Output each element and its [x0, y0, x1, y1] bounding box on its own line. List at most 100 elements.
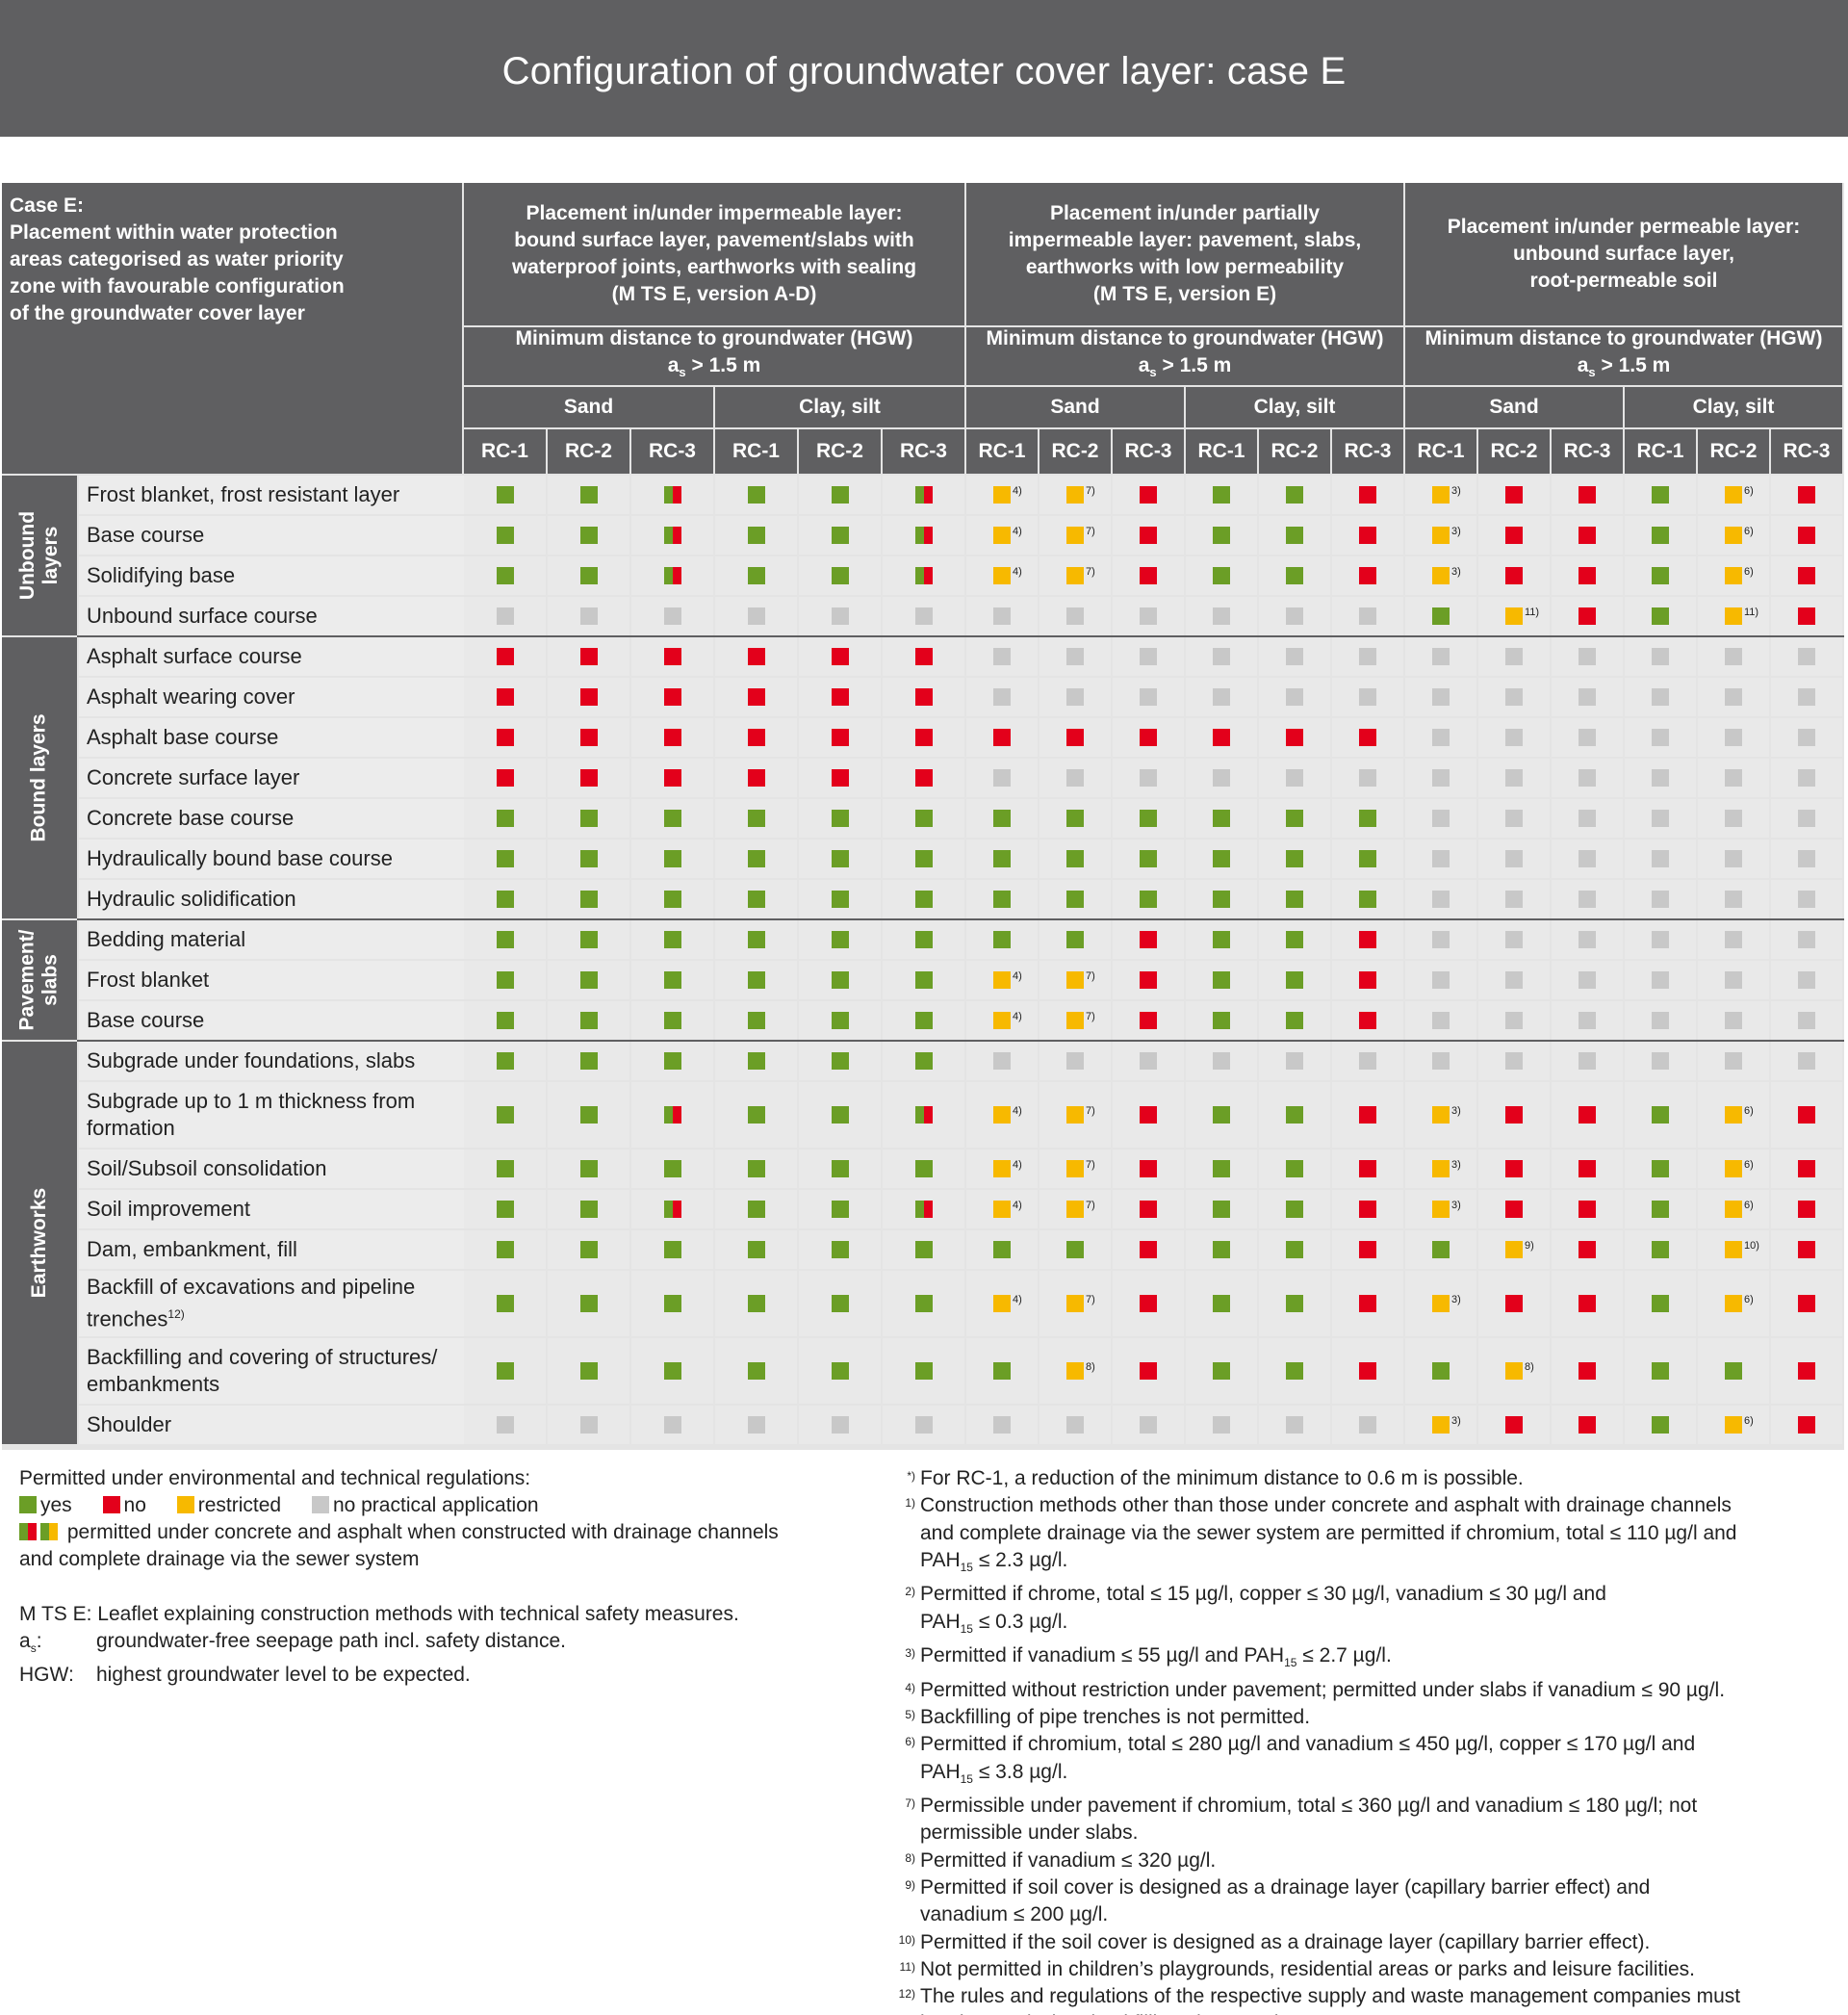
- status-square-icon: [1798, 729, 1815, 746]
- footnote-text-part: Permitted if the soil cover is designed …: [920, 1930, 1651, 1953]
- matrix-cell: [1698, 920, 1769, 959]
- matrix-cell: [966, 799, 1038, 838]
- legend-combo-label-2: and complete drainage via the sewer syst…: [19, 1548, 420, 1570]
- status-square-icon: [663, 1295, 681, 1312]
- footnote-text-part: ≤ 2.7 µg/l.: [1296, 1644, 1392, 1667]
- status-square-icon: [1652, 1241, 1669, 1258]
- matrix-cell: [1259, 799, 1330, 838]
- row-label: Base course: [79, 1001, 464, 1040]
- cell-footnote: 7): [1086, 969, 1095, 982]
- row-label-line: Backfilling and covering of structures/: [87, 1345, 438, 1369]
- matrix-cell: [1259, 759, 1330, 797]
- status-square-icon: [1725, 1416, 1742, 1434]
- matrix-cell: [1625, 678, 1696, 716]
- status-square-icon: [1505, 1106, 1523, 1124]
- matrix-cell: 7): [1040, 556, 1111, 595]
- matrix-cell: [1698, 840, 1769, 878]
- footnote-subscript: 15: [1284, 1656, 1297, 1670]
- matrix-cell: [1552, 799, 1623, 838]
- as-sub: s: [1149, 365, 1157, 380]
- status-square-icon: [831, 688, 849, 706]
- matrix-cell: [1332, 597, 1403, 635]
- matrix-cell: 7): [1040, 516, 1111, 555]
- footnote-marker: *): [907, 1469, 915, 1483]
- matrix-cell: [715, 1042, 797, 1080]
- matrix-cell: 6): [1698, 516, 1769, 555]
- abbr-hgw-value: highest groundwater level to be expected…: [96, 1664, 471, 1687]
- matrix-cell: [631, 840, 713, 878]
- matrix-cell: 6): [1698, 1082, 1769, 1148]
- matrix-cell: [1259, 516, 1330, 555]
- status-square-icon: [914, 931, 933, 948]
- status-square-icon: [1359, 486, 1376, 504]
- footnote: PAH15 ≤ 0.3 µg/l.: [895, 1609, 1819, 1642]
- matrix-cell: [1040, 799, 1111, 838]
- matrix-cell: [1332, 1150, 1403, 1188]
- status-square-icon: [496, 891, 514, 908]
- status-square-icon: [831, 1052, 849, 1070]
- matrix-cell: [1259, 1406, 1330, 1444]
- matrix-cell: [464, 1230, 546, 1269]
- group-header-line: Placement in/under permeable layer:: [1447, 216, 1801, 238]
- row-label: Subgrade up to 1 m thickness from formati…: [79, 1082, 464, 1148]
- row-label: Dam, embankment, fill: [79, 1230, 464, 1269]
- rc-header: RC-2: [1698, 429, 1769, 474]
- footnote: vanadium ≤ 200 µg/l.: [895, 1901, 1819, 1928]
- status-square-icon: [496, 1416, 514, 1434]
- cell-footnote: 4): [1013, 1010, 1022, 1022]
- abbr-mts: M TS E: Leaflet explaining construction …: [19, 1603, 739, 1625]
- status-square-icon: [1725, 1362, 1742, 1380]
- status-square-icon: [579, 1295, 598, 1312]
- status-square-icon: [1140, 729, 1157, 746]
- status-square-icon: [831, 607, 849, 625]
- rc-header: RC-3: [1113, 429, 1184, 474]
- footnote-text-part: Permitted without restriction under pave…: [920, 1678, 1726, 1701]
- status-square-icon: [1798, 1241, 1815, 1258]
- matrix-cell: [715, 637, 797, 676]
- group-header-line: bound surface layer, pavement/slabs with: [514, 229, 914, 251]
- matrix-cell: [1478, 1271, 1550, 1336]
- legend-no-label: no: [123, 1494, 146, 1516]
- footnote-text-part: Construction methods other than those un…: [920, 1494, 1732, 1517]
- matrix-cell: [631, 1190, 713, 1228]
- footnote-marker: [895, 1609, 920, 1642]
- matrix-cell: [1332, 637, 1403, 676]
- legend-restricted: restricted: [176, 1494, 281, 1516]
- as-threshold: as > 1.5 m: [1425, 352, 1823, 386]
- status-square-icon: [1213, 1295, 1230, 1312]
- footnote-text-part: Not permitted in children’s playgrounds,…: [920, 1957, 1696, 1980]
- status-square-icon: [1652, 527, 1669, 544]
- matrix-cell: [548, 920, 629, 959]
- footnote-text-part: and complete drainage via the sewer syst…: [920, 1521, 1737, 1544]
- status-square-icon: [993, 567, 1011, 584]
- matrix-cell: [1625, 1082, 1696, 1148]
- matrix-cell: [1478, 556, 1550, 595]
- row-label-footnote: 12): [167, 1307, 185, 1322]
- status-square-icon: [1140, 486, 1157, 504]
- status-square-icon: [1725, 810, 1742, 827]
- status-square-icon: [831, 1012, 849, 1029]
- status-square-icon: [1798, 769, 1815, 787]
- matrix-cell: 3): [1405, 1406, 1476, 1444]
- soil-header: Sand: [1405, 387, 1623, 427]
- matrix-cell: [464, 759, 546, 797]
- status-square-icon: [1213, 810, 1230, 827]
- status-square-icon: [1725, 1012, 1742, 1029]
- status-square-icon: [831, 486, 849, 504]
- status-square-icon: [1213, 891, 1230, 908]
- matrix-cell: [883, 1190, 964, 1228]
- matrix-cell: [464, 840, 546, 878]
- matrix-cell: [1478, 961, 1550, 999]
- matrix-cell: [1552, 1406, 1623, 1444]
- row-label: Frost blanket: [79, 961, 464, 999]
- status-square-icon: [1286, 1295, 1303, 1312]
- group-header-line: impermeable layer: pavement, slabs,: [1008, 229, 1362, 251]
- matrix-cell: [966, 920, 1038, 959]
- row-label-line: Asphalt base course: [87, 725, 279, 749]
- footnote: 4) Permitted without restriction under pa…: [895, 1677, 1819, 1704]
- matrix-cell: [1405, 637, 1476, 676]
- status-square-icon: [914, 1201, 933, 1218]
- status-square-icon: [663, 1106, 681, 1124]
- footnote-marker: [895, 1520, 920, 1547]
- matrix-cell: [1113, 1271, 1184, 1336]
